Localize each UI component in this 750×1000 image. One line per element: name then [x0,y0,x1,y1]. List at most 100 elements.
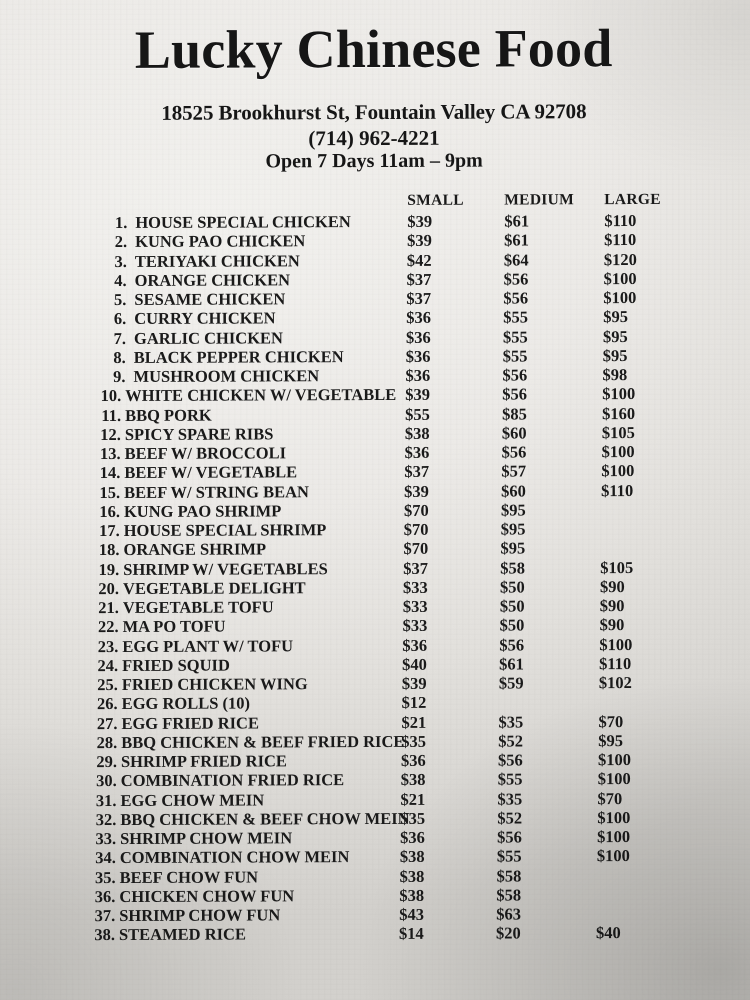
menu-item-price-large: $95 [602,326,628,346]
menu-item-name: FRIED SQUID [122,655,230,675]
menu-item-price-medium: $95 [500,500,526,520]
menu-item-name: KUNG PAO CHICKEN [135,231,306,252]
menu-item-number: 24. [97,655,119,675]
menu-item-name: BBQ CHICKEN & BEEF CHOW MEIN [120,808,410,829]
menu-item-name: CURRY CHICKEN [134,308,276,329]
menu-item-price-large: $100 [597,827,631,847]
menu-item-name: BEEF CHOW FUN [119,866,259,887]
menu-item-price-small: $38 [404,423,430,443]
column-header-small: SMALL [407,191,464,209]
menu-item-number: 10. [100,386,122,406]
menu-item-number: 25. [97,674,118,695]
menu-item-price-small: $38 [399,885,425,905]
menu-table: SMALL MEDIUM LARGE 1. HOUSE SPECIAL CHICK… [0,189,750,945]
menu-item-name: FRIED CHICKEN WING [121,674,308,694]
menu-item-name: HOUSE SPECIAL CHICKEN [135,212,351,232]
menu-item-number: 11. [101,405,122,425]
menu-item-number: 13. [99,443,121,464]
menu-item-price-small: $38 [399,866,425,886]
menu-item-name: BBQ PORK [125,405,212,425]
menu-item-price-medium: $50 [499,615,525,635]
menu-item-price-medium: $61 [504,211,530,231]
menu-item-price-medium: $56 [502,384,528,404]
menu-item-price-large: $95 [598,730,623,750]
menu-item-name: EGG ROLLS (10) [121,693,251,714]
menu-item-name: WHITE CHICKEN W/ VEGETABLE [125,385,397,406]
menu-item-name: COMBINATION FRIED RICE [120,770,345,791]
menu-row: 38. STEAMED RICE $14 $20 $40 [0,923,741,945]
menu-item-number: 18. [98,540,120,560]
menu-item-price-medium: $59 [498,673,524,693]
menu-item-price-small: $37 [404,462,430,482]
menu-item-name: COMBINATION CHOW MEIN [119,847,350,868]
menu-item-price-small: $70 [403,519,429,539]
menu-item-name: SHRIMP FRIED RICE [120,751,287,771]
menu-item-price-large: $100 [603,268,637,288]
menu-item-price-large: $100 [601,442,635,462]
menu-item-price-small: $35 [401,731,426,751]
menu-item-name: BBQ CHICKEN & BEEF FRIED RICE [121,731,405,752]
menu-item-price-medium: $63 [496,904,521,924]
menu-item-price-large: $160 [602,403,636,423]
menu-item-price-small: $42 [406,250,432,270]
menu-item-name: EGG CHOW MEIN [120,789,265,810]
menu-item-name: MUSHROOM CHICKEN [133,366,320,386]
restaurant-address: 18525 Brookhurst St, Fountain Valley CA … [161,99,587,125]
menu-item-name: BLACK PEPPER CHICKEN [133,346,344,367]
menu-item-number: 30. [96,771,117,791]
column-header-large: LARGE [604,190,661,209]
menu-item-price-medium: $55 [502,346,528,366]
menu-item-price-small: $39 [405,385,431,405]
menu-item-name: ORANGE SHRIMP [123,539,267,560]
menu-item-number: 21. [98,597,119,618]
menu-item-price-medium: $60 [501,480,526,501]
menu-item-number: 9. [113,366,126,387]
menu-item-price-large: $70 [597,788,623,808]
menu-item-price-medium: $35 [497,788,523,809]
menu-item-name: EGG PLANT W/ TOFU [122,635,294,656]
menu-item-price-medium: $50 [499,577,525,597]
menu-item-price-large: $90 [599,576,625,596]
menu-item-price-medium: $56 [497,750,523,770]
menu-item-number: 28. [96,732,118,752]
menu-item-price-small: $21 [400,789,426,809]
menu-item-price-medium: $35 [498,711,524,732]
menu-item-price-small: $39 [401,673,427,693]
menu-item-price-small: $37 [403,558,429,578]
menu-item-price-small: $36 [404,442,430,462]
menu-item-price-small: $33 [402,577,428,597]
menu-item-price-small: $55 [405,404,430,424]
menu-item-price-small: $38 [399,847,425,867]
menu-item-number: 29. [96,751,118,772]
menu-item-price-small: $39 [407,211,433,231]
menu-item-number: 31. [95,790,117,810]
menu-item-price-small: $33 [402,616,428,636]
menu-item-price-small: $36 [406,308,431,328]
menu-item-price-medium: $61 [499,654,524,674]
menu-item-price-large: $110 [604,230,637,250]
menu-item-price-large: $105 [600,557,634,577]
menu-item-price-medium: $95 [500,519,526,539]
menu-item-price-medium: $56 [497,827,522,847]
menu-item-price-small: $33 [402,596,428,616]
menu-item-price-medium: $95 [500,538,526,558]
menu-item-name: ORANGE CHICKEN [134,270,291,290]
menu-item-number: 35. [94,867,116,887]
menu-item-price-large: $110 [599,653,632,673]
menu-item-price-large: $95 [603,307,628,327]
menu-item-number: 38. [94,925,115,945]
menu-item-name: VEGETABLE TOFU [122,597,274,617]
menu-item-price-large: $102 [598,673,632,693]
menu-item-number: 23. [97,636,119,656]
menu-item-number: 34. [95,848,116,868]
menu-item-price-large: $98 [602,365,628,385]
menu-item-name: TERIYAKI CHICKEN [134,250,300,271]
menu-item-name: BEEF W/ STRING BEAN [124,481,309,502]
menu-item-price-large: $105 [601,422,635,442]
menu-item-number: 6. [113,309,127,329]
menu-item-name: SHRIMP CHOW FUN [119,905,281,925]
menu-item-price-small: $36 [405,346,431,366]
menu-item-name: GARLIC CHICKEN [133,327,283,348]
menu-item-name: SESAME CHICKEN [134,289,286,309]
